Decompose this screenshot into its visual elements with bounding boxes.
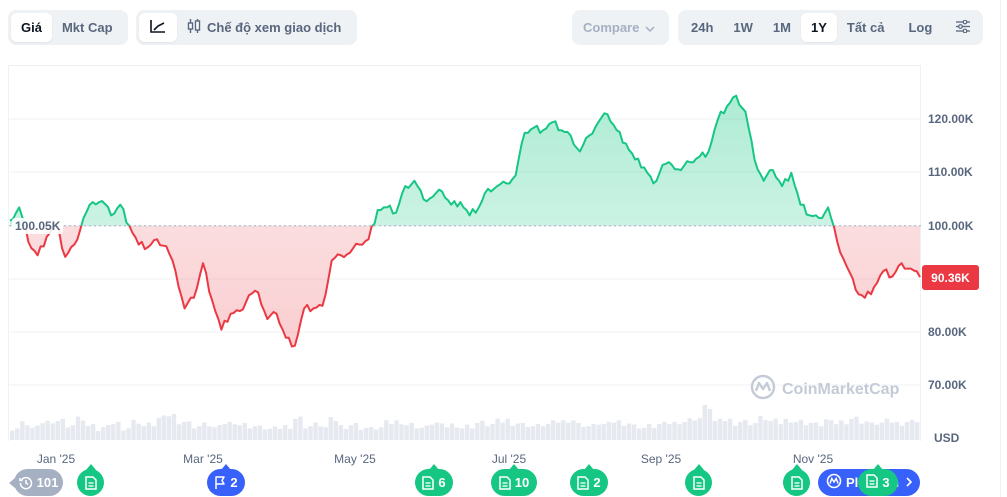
range-24h[interactable]: 24h (691, 20, 714, 35)
event-marker-document[interactable]: 10 (491, 464, 537, 496)
document-icon (577, 475, 590, 490)
tab-price[interactable]: Giá (11, 13, 52, 42)
marker-count: 2 (230, 475, 238, 490)
y-tick-label: 110.00K (928, 165, 973, 179)
range-all[interactable]: Tất cả (846, 20, 885, 35)
chevron-down-icon (645, 20, 655, 35)
event-marker-document[interactable]: 6 (415, 464, 453, 496)
currency-label: USD (934, 431, 960, 445)
candlestick-icon (187, 19, 201, 36)
chart-type-toggle: Giá Mkt Cap (8, 10, 128, 45)
x-tick-label: Jul '25 (491, 452, 527, 466)
promo-label: Pl (846, 475, 859, 490)
y-tick-label: 70.00K (928, 378, 967, 392)
chevron-right-icon (906, 475, 913, 490)
document-icon (866, 474, 879, 491)
event-marker-document[interactable] (77, 464, 104, 496)
current-price-tag: 90.36K (922, 265, 979, 290)
document-icon (422, 475, 435, 490)
time-range-toggle: 24h 1W 1M 1Y Tất cả Log (678, 10, 983, 45)
event-marker-flag[interactable]: 2 (207, 464, 245, 496)
marker-count: 10 (514, 475, 530, 490)
marker-count: 101 (36, 475, 59, 490)
event-marker-document[interactable] (685, 464, 712, 496)
y-tick-label: 100.00K (928, 219, 974, 233)
compare-dropdown[interactable]: Compare (572, 10, 669, 45)
event-marker-news[interactable]: 3 (858, 464, 898, 496)
y-tick-label: 120.00K (928, 112, 974, 126)
baseline-price-label: 100.05K (12, 218, 64, 234)
coinmarketcap-logo-icon (826, 473, 842, 492)
trading-view-button[interactable]: Chế độ xem giao dịch (177, 13, 351, 42)
range-1w[interactable]: 1W (733, 20, 753, 35)
document-icon (499, 475, 511, 490)
range-1m[interactable]: 1M (772, 20, 791, 35)
compare-label: Compare (583, 20, 640, 35)
sliders-icon (956, 19, 971, 36)
tab-market-cap[interactable]: Mkt Cap (61, 20, 113, 35)
document-icon (84, 475, 97, 490)
trading-view-label: Chế độ xem giao dịch (207, 20, 342, 35)
event-marker-history[interactable]: 101 (9, 469, 63, 496)
y-tick-label: 80.00K (928, 325, 967, 339)
coinmarketcap-watermark: CoinMarketCap (750, 374, 899, 405)
x-tick-label: Sep '25 (640, 452, 682, 466)
document-icon (692, 475, 705, 490)
line-chart-button[interactable] (139, 13, 177, 42)
chart-settings-button[interactable] (946, 13, 980, 42)
line-chart-icon (150, 19, 166, 36)
coinmarketcap-logo-icon (750, 374, 776, 405)
marker-count: 3 (882, 475, 890, 490)
marker-count: 2 (593, 475, 601, 490)
event-marker-document[interactable] (783, 464, 810, 496)
range-1y[interactable]: 1Y (800, 13, 837, 42)
panel-divider (1000, 0, 1001, 497)
x-tick-label: Mar '25 (183, 452, 223, 466)
log-scale-button[interactable]: Log (908, 20, 933, 35)
watermark-text: CoinMarketCap (782, 380, 900, 398)
marker-count: 6 (438, 475, 446, 490)
history-icon (18, 476, 33, 490)
document-icon (790, 475, 803, 490)
x-tick-label: May '25 (334, 452, 376, 466)
x-tick-label: Nov '25 (792, 452, 834, 466)
view-mode-toggle: Chế độ xem giao dịch (136, 10, 357, 45)
event-marker-document[interactable]: 2 (570, 464, 608, 496)
x-tick-label: Jan '25 (36, 452, 76, 466)
flag-icon (214, 475, 226, 490)
